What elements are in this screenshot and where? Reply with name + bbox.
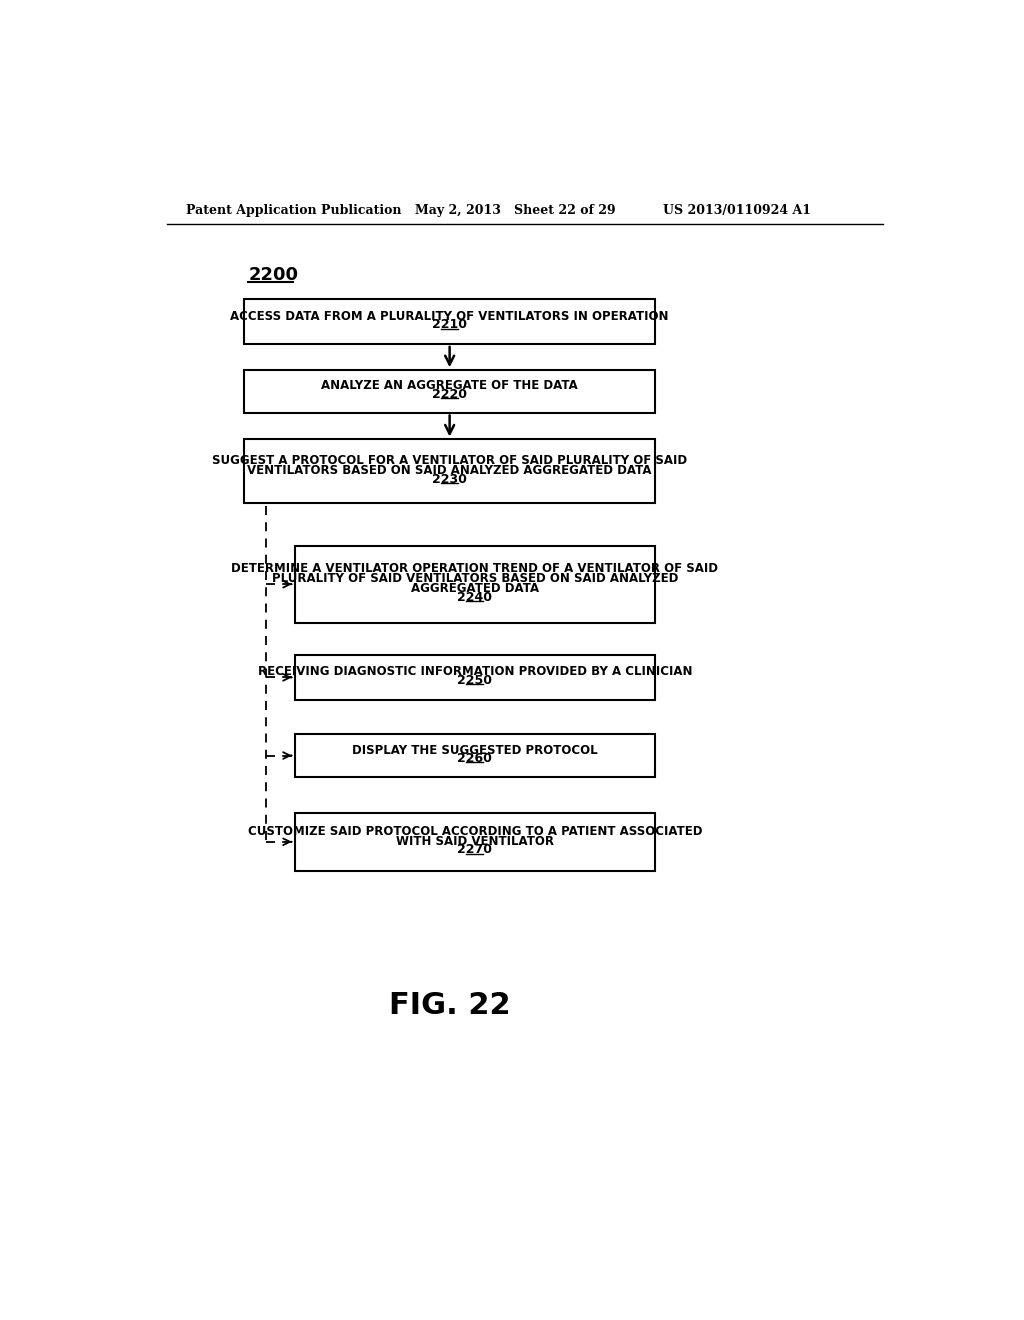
Text: 2230: 2230 <box>432 473 467 486</box>
Text: FIG. 22: FIG. 22 <box>389 991 510 1020</box>
Text: 2240: 2240 <box>458 591 493 603</box>
Bar <box>245 370 655 413</box>
Text: DETERMINE A VENTILATOR OPERATION TREND OF A VENTILATOR OF SAID: DETERMINE A VENTILATOR OPERATION TREND O… <box>231 562 718 576</box>
Text: ACCESS DATA FROM A PLURALITY OF VENTILATORS IN OPERATION: ACCESS DATA FROM A PLURALITY OF VENTILAT… <box>230 310 669 323</box>
Text: DISPLAY THE SUGGESTED PROTOCOL: DISPLAY THE SUGGESTED PROTOCOL <box>352 743 598 756</box>
Text: US 2013/0110924 A1: US 2013/0110924 A1 <box>663 205 811 218</box>
Bar <box>295 545 655 623</box>
Text: AGGREGATED DATA: AGGREGATED DATA <box>411 582 539 595</box>
Bar <box>295 734 655 776</box>
Text: 2200: 2200 <box>248 267 298 284</box>
Bar <box>245 300 655 345</box>
Text: VENTILATORS BASED ON SAID ANALYZED AGGREGATED DATA: VENTILATORS BASED ON SAID ANALYZED AGGRE… <box>248 465 652 477</box>
Bar <box>295 813 655 871</box>
Text: 2210: 2210 <box>432 318 467 331</box>
Text: 2270: 2270 <box>458 843 493 857</box>
Text: WITH SAID VENTILATOR: WITH SAID VENTILATOR <box>396 834 554 847</box>
Bar <box>245 440 655 503</box>
Text: 2250: 2250 <box>458 675 493 686</box>
Text: Patent Application Publication: Patent Application Publication <box>186 205 401 218</box>
Text: PLURALITY OF SAID VENTILATORS BASED ON SAID ANALYZED: PLURALITY OF SAID VENTILATORS BASED ON S… <box>271 573 678 585</box>
Text: ANALYZE AN AGGREGATE OF THE DATA: ANALYZE AN AGGREGATE OF THE DATA <box>322 379 578 392</box>
Text: CUSTOMIZE SAID PROTOCOL ACCORDING TO A PATIENT ASSOCIATED: CUSTOMIZE SAID PROTOCOL ACCORDING TO A P… <box>248 825 702 838</box>
Text: 2220: 2220 <box>432 388 467 401</box>
Text: May 2, 2013   Sheet 22 of 29: May 2, 2013 Sheet 22 of 29 <box>415 205 615 218</box>
Bar <box>295 655 655 700</box>
Text: 2260: 2260 <box>458 752 493 766</box>
Text: SUGGEST A PROTOCOL FOR A VENTILATOR OF SAID PLURALITY OF SAID: SUGGEST A PROTOCOL FOR A VENTILATOR OF S… <box>212 454 687 467</box>
Text: RECEIVING DIAGNOSTIC INFORMATION PROVIDED BY A CLINICIAN: RECEIVING DIAGNOSTIC INFORMATION PROVIDE… <box>258 665 692 678</box>
